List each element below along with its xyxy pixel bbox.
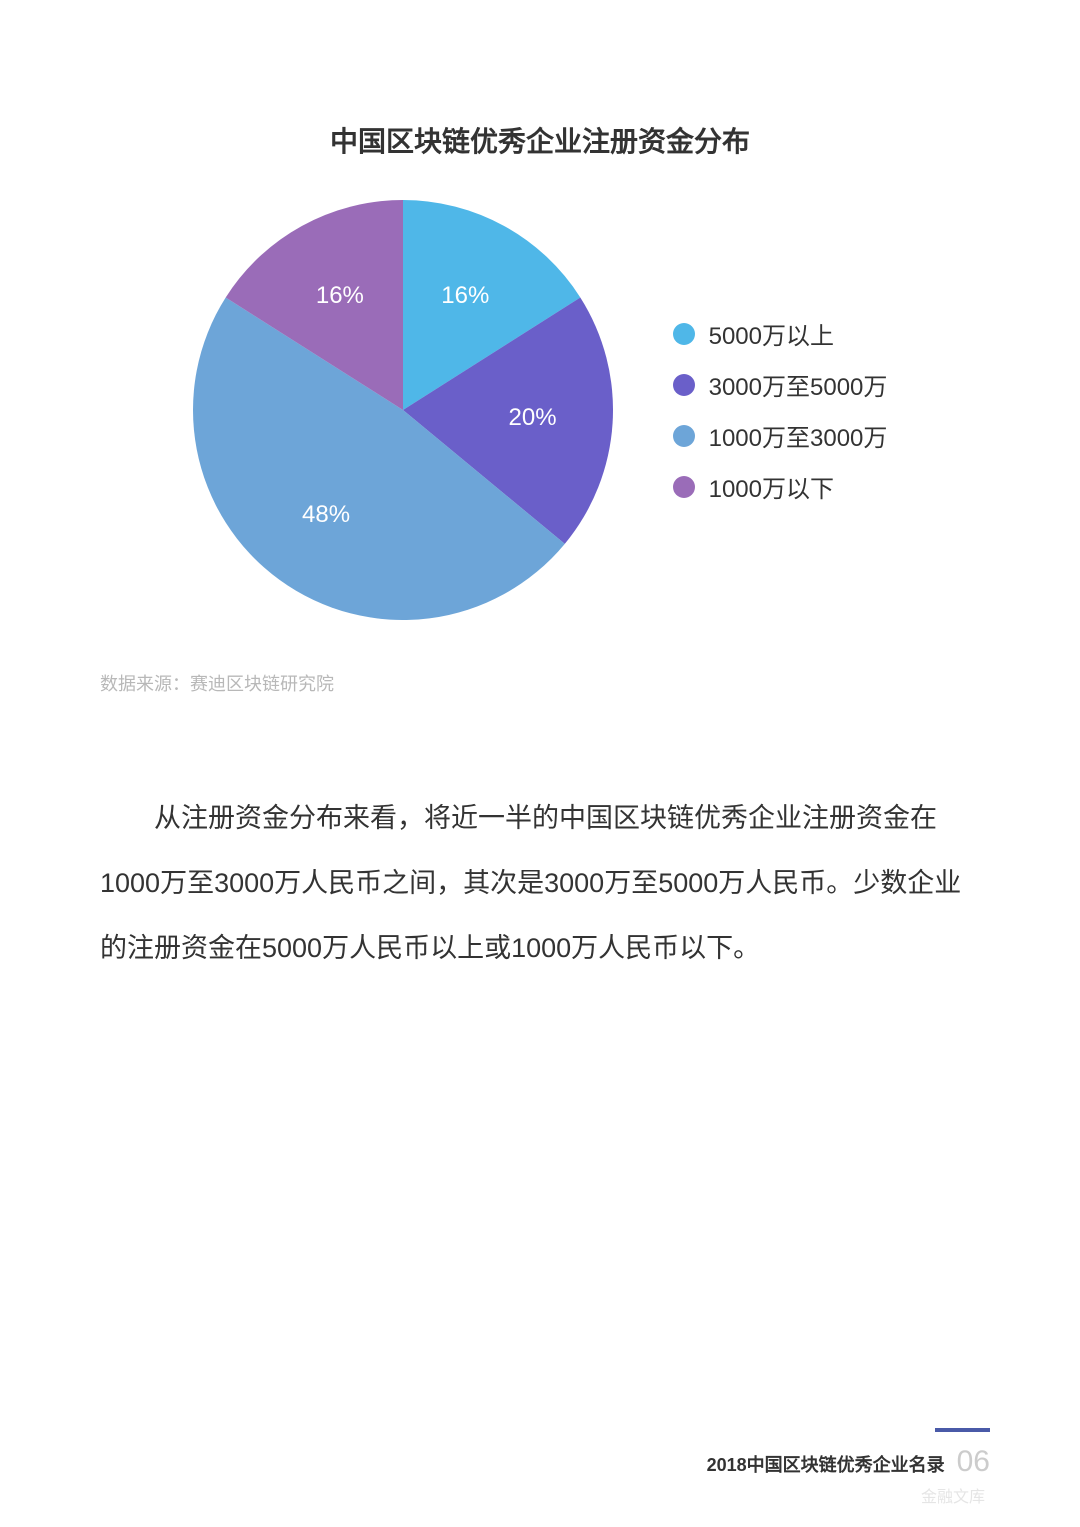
legend-label: 1000万至3000万 [709,418,888,453]
chart-legend: 5000万以上 3000万至5000万 1000万至3000万 1000万以下 [673,316,888,504]
legend-swatch [673,425,695,447]
legend-label: 1000万以下 [709,469,834,504]
chart-title: 中国区块链优秀企业注册资金分布 [90,120,990,160]
page-container: 中国区块链优秀企业注册资金分布 16% 20% 48% 16% 5000万以上 3000… [0,0,1080,1527]
legend-item: 3000万至5000万 [673,367,888,402]
chart-area: 16% 20% 48% 16% 5000万以上 3000万至5000万 1000万至300… [90,200,990,620]
pie-slice-label: 16% [441,282,489,310]
footer-watermark: 金融文库 [921,1483,985,1507]
pie-chart: 16% 20% 48% 16% [193,200,613,620]
legend-label: 3000万至5000万 [709,367,888,402]
page-footer: 2018中国区块链优秀企业名录 06 [707,1447,990,1477]
legend-item: 1000万至3000万 [673,418,888,453]
legend-swatch [673,374,695,396]
legend-item: 1000万以下 [673,469,888,504]
legend-swatch [673,476,695,498]
footer-title: 2018中国区块链优秀企业名录 [707,1451,945,1477]
footer-divider [935,1428,990,1432]
pie-slice-label: 16% [316,282,364,310]
body-paragraph: 从注册资金分布来看，将近一半的中国区块链优秀企业注册资金在1000万至3000万… [90,786,990,980]
legend-swatch [673,323,695,345]
legend-item: 5000万以上 [673,316,888,351]
footer-page-number: 06 [957,1447,990,1477]
pie-slice-label: 48% [302,501,350,529]
data-source: 数据来源：赛迪区块链研究院 [100,670,990,696]
legend-label: 5000万以上 [709,316,834,351]
pie-slice-label: 20% [509,404,557,432]
